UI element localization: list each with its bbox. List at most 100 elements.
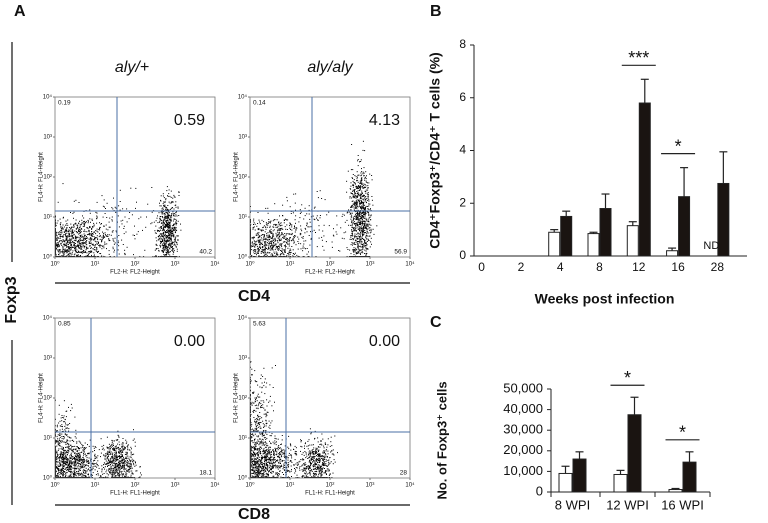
event-dot: [55, 229, 56, 230]
event-dot: [94, 455, 96, 456]
event-dot: [174, 240, 176, 242]
event-dot: [164, 239, 166, 241]
event-dot: [94, 456, 96, 458]
event-dot: [85, 455, 87, 457]
event-dot: [361, 185, 363, 187]
event-dot: [276, 235, 278, 237]
event-dot: [165, 254, 166, 256]
event-dot: [82, 475, 84, 477]
event-dot: [362, 234, 364, 236]
event-dot: [353, 228, 355, 230]
event-dot: [286, 224, 288, 226]
event-dot: [362, 231, 364, 233]
event-dot: [355, 206, 357, 208]
event-dot: [163, 227, 164, 229]
event-dot: [67, 224, 69, 226]
event-dot: [168, 233, 170, 235]
event-dot: [69, 242, 71, 244]
event-dot: [122, 208, 124, 210]
event-dot: [88, 233, 90, 235]
event-dot: [75, 235, 76, 237]
event-dot: [362, 252, 364, 254]
event-dot: [289, 237, 290, 239]
event-dot: [55, 460, 56, 462]
event-dot: [177, 239, 178, 241]
event-dot: [283, 249, 285, 251]
quadrant-value: 0.19: [58, 100, 71, 107]
event-dot: [174, 223, 176, 225]
event-dot: [69, 477, 71, 478]
event-dot: [160, 205, 162, 207]
event-dot: [70, 244, 72, 246]
event-dot: [283, 254, 285, 256]
event-dot: [357, 155, 359, 156]
event-dot: [84, 460, 86, 462]
event-dot: [362, 207, 364, 209]
event-dot: [168, 216, 170, 218]
event-dot: [258, 232, 260, 234]
event-dot: [109, 448, 111, 449]
event-dot: [363, 207, 365, 209]
event-dot: [85, 249, 87, 251]
event-dot: [362, 203, 364, 205]
event-dot: [65, 462, 67, 464]
event-dot: [61, 473, 62, 475]
event-dot: [113, 460, 115, 462]
event-dot: [280, 253, 282, 255]
event-dot: [71, 245, 73, 247]
event-dot: [75, 237, 77, 239]
event-dot: [70, 243, 72, 245]
event-dot: [67, 460, 69, 462]
event-dot: [70, 248, 72, 250]
event-dot: [357, 174, 359, 176]
event-dot: [85, 467, 87, 469]
event-dot: [55, 457, 57, 459]
event-dot: [307, 256, 309, 257]
event-dot: [159, 234, 160, 236]
event-dot: [79, 230, 81, 232]
event-dot: [65, 249, 67, 251]
event-dot: [164, 244, 166, 245]
event-dot: [61, 452, 63, 454]
event-dot: [55, 462, 56, 464]
event-dot: [71, 462, 73, 464]
event-dot: [355, 207, 356, 209]
event-dot: [370, 237, 372, 239]
event-dot: [116, 452, 117, 454]
event-dot: [112, 208, 114, 210]
event-dot: [359, 211, 361, 213]
event-dot: [55, 256, 56, 257]
event-dot: [102, 255, 104, 257]
event-dot: [111, 456, 113, 458]
event-dot: [119, 209, 121, 211]
event-dot: [59, 256, 61, 257]
event-dot: [74, 468, 76, 470]
event-dot: [69, 466, 71, 467]
event-dot: [282, 251, 283, 253]
row-marker: CD4: [238, 288, 270, 305]
event-dot: [163, 229, 165, 231]
event-dot: [55, 245, 56, 247]
event-dot: [164, 215, 166, 217]
event-dot: [349, 238, 351, 240]
event-dot: [124, 249, 126, 251]
event-dot: [173, 229, 175, 231]
event-dot: [178, 256, 180, 257]
event-dot: [67, 254, 69, 255]
event-dot: [294, 235, 296, 236]
event-dot: [124, 454, 126, 455]
event-dot: [69, 239, 71, 241]
event-dot: [279, 243, 281, 245]
event-dot: [352, 249, 354, 251]
event-dot: [73, 471, 75, 473]
event-dot: [280, 222, 282, 224]
event-dot: [119, 451, 121, 453]
event-dot: [294, 256, 296, 257]
event-dot: [280, 238, 282, 240]
event-dot: [112, 246, 114, 248]
event-dot: [343, 214, 345, 216]
event-dot: [262, 244, 263, 245]
event-dot: [98, 229, 100, 230]
event-dot: [75, 458, 77, 460]
event-dot: [170, 224, 172, 226]
